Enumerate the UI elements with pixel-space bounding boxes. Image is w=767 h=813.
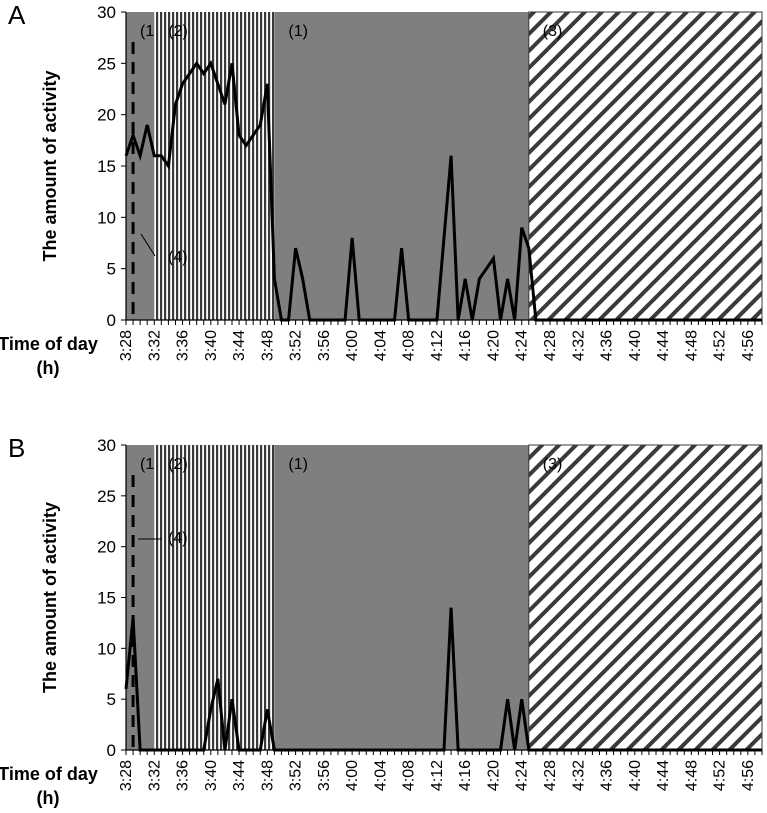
region-gray: [126, 12, 155, 320]
x-tick-label: 4:20: [485, 760, 502, 791]
x-tick-label: 3:32: [146, 760, 163, 791]
x-tick-label: 3:32: [146, 330, 163, 361]
x-tick-label: 4:24: [514, 760, 531, 791]
x-tick-label: 4:36: [599, 330, 616, 361]
x-axis-title-unit: (h): [37, 788, 60, 808]
y-tick-label: 20: [97, 106, 116, 125]
y-tick-label: 20: [97, 538, 116, 557]
y-tick-label: 10: [97, 208, 116, 227]
x-tick-label: 4:48: [683, 760, 700, 791]
region-label: (2): [168, 23, 188, 40]
y-tick-label: 5: [107, 260, 116, 279]
x-tick-label: 4:28: [542, 330, 559, 361]
x-tick-label: 4:56: [740, 330, 757, 361]
x-tick-label: 4:16: [457, 330, 474, 361]
x-tick-label: 3:28: [118, 330, 135, 361]
x-tick-label: 3:44: [231, 760, 248, 791]
x-tick-label: 4:40: [627, 330, 644, 361]
x-tick-label: 3:52: [288, 760, 305, 791]
x-tick-label: 3:48: [259, 760, 276, 791]
y-tick-label: 5: [107, 690, 116, 709]
panel-label: A: [8, 0, 26, 30]
y-tick-label: 30: [97, 436, 116, 455]
x-axis-title: Time of day: [0, 764, 98, 784]
marker-label: (4): [168, 249, 188, 266]
x-tick-label: 4:08: [401, 760, 418, 791]
region-vertical-stripes: [154, 445, 275, 750]
region-diagonal-stripes: [528, 12, 762, 320]
x-tick-label: 4:28: [542, 760, 559, 791]
y-tick-label: 0: [107, 741, 116, 760]
x-tick-label: 4:00: [344, 330, 361, 361]
region-label: (1): [288, 456, 308, 473]
x-tick-label: 4:52: [712, 760, 729, 791]
x-tick-label: 4:08: [401, 330, 418, 361]
x-tick-label: 4:04: [372, 760, 389, 791]
x-tick-label: 3:56: [316, 760, 333, 791]
y-tick-label: 0: [107, 311, 116, 330]
x-tick-label: 3:40: [203, 760, 220, 791]
x-axis-title: Time of day: [0, 334, 98, 354]
y-axis-title: The amount of activity: [40, 502, 60, 693]
x-tick-label: 4:16: [457, 760, 474, 791]
x-tick-label: 4:24: [514, 330, 531, 361]
y-tick-label: 25: [97, 487, 116, 506]
x-tick-label: 4:48: [683, 330, 700, 361]
region-label: (3): [543, 23, 563, 40]
region-vertical-stripes: [154, 12, 275, 320]
y-tick-label: 10: [97, 639, 116, 658]
x-tick-label: 3:36: [175, 760, 192, 791]
x-tick-label: 4:20: [485, 330, 502, 361]
x-tick-label: 3:44: [231, 330, 248, 361]
x-axis-title-unit: (h): [37, 358, 60, 378]
x-tick-label: 4:32: [570, 330, 587, 361]
x-tick-label: 3:48: [259, 330, 276, 361]
x-tick-label: 3:52: [288, 330, 305, 361]
x-tick-label: 4:56: [740, 760, 757, 791]
x-tick-label: 4:36: [599, 760, 616, 791]
y-tick-label: 30: [97, 3, 116, 22]
x-tick-label: 4:52: [712, 330, 729, 361]
region-diagonal-stripes: [528, 445, 762, 750]
region-label: (2): [168, 456, 188, 473]
x-tick-label: 3:56: [316, 330, 333, 361]
x-tick-label: 3:28: [118, 760, 135, 791]
y-tick-label: 15: [97, 157, 116, 176]
x-tick-label: 4:04: [372, 330, 389, 361]
marker-label: (4): [168, 530, 188, 547]
marker-leader: [140, 233, 156, 257]
region-label: (3): [543, 456, 563, 473]
x-tick-label: 4:44: [655, 330, 672, 361]
y-tick-label: 25: [97, 54, 116, 73]
region-gray: [126, 445, 155, 750]
x-tick-label: 4:12: [429, 760, 446, 791]
region-gray: [274, 12, 529, 320]
x-tick-label: 4:12: [429, 330, 446, 361]
region-gray: [274, 445, 529, 750]
region-label: (1): [288, 23, 308, 40]
x-tick-label: 4:40: [627, 760, 644, 791]
y-axis-title: The amount of activity: [40, 70, 60, 261]
x-tick-label: 3:40: [203, 330, 220, 361]
x-tick-label: 4:44: [655, 760, 672, 791]
x-tick-label: 4:00: [344, 760, 361, 791]
x-tick-label: 3:36: [175, 330, 192, 361]
y-tick-label: 15: [97, 589, 116, 608]
x-tick-label: 4:32: [570, 760, 587, 791]
panel-label: B: [8, 433, 25, 463]
